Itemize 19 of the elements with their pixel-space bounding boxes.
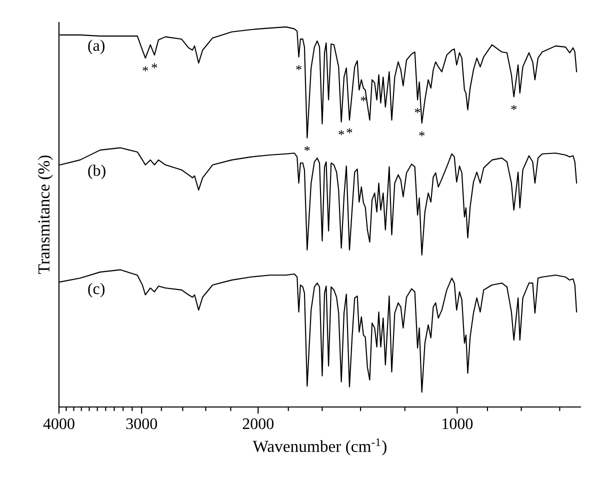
x-tick-label: 1000 xyxy=(442,418,473,430)
annotation: * xyxy=(414,108,420,114)
annotation: * xyxy=(152,63,158,68)
x-tick-label: 2000 xyxy=(242,418,274,430)
y-axis-title: Transmitance (%) xyxy=(38,156,53,274)
series-label: (b) xyxy=(88,164,106,180)
annotation: * xyxy=(346,128,352,134)
series-label: (a) xyxy=(88,40,105,54)
x-tick-label: 3000 xyxy=(126,418,158,430)
annotation: * xyxy=(360,96,366,102)
x-axis-title: Wavenumber (cm$^{-1}$) xyxy=(252,438,386,456)
annotation: * xyxy=(511,105,517,110)
annotation: * xyxy=(419,131,425,136)
x-tick-label: 4000 xyxy=(43,418,74,430)
annotation: * xyxy=(296,65,302,70)
annotation: * xyxy=(304,146,310,152)
series-label: (c) xyxy=(88,282,105,298)
annotation: * xyxy=(142,66,148,72)
annotation: * xyxy=(338,130,344,136)
